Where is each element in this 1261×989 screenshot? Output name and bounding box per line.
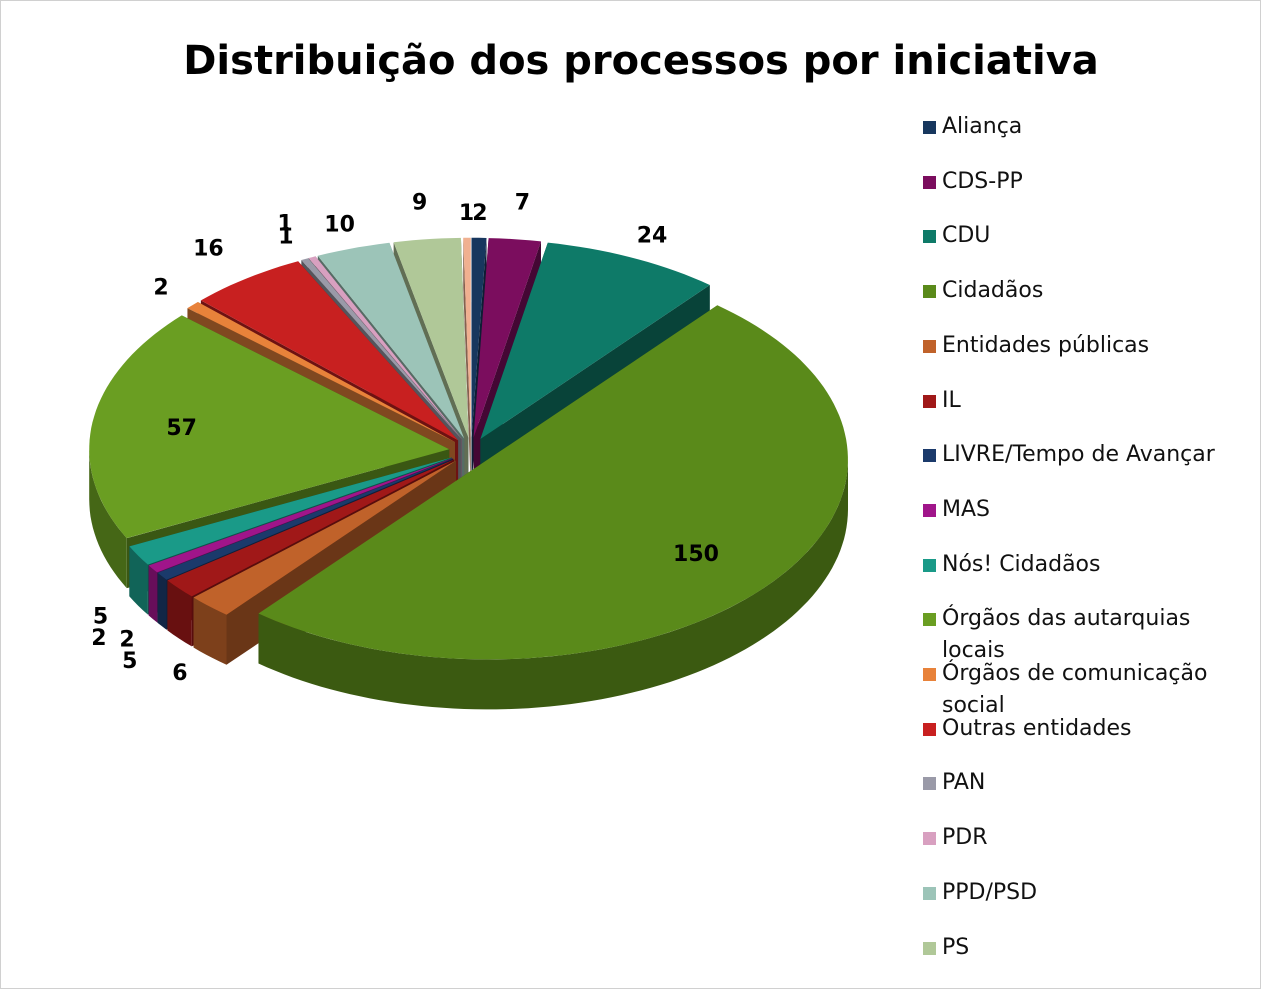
- slice: [473, 238, 541, 438]
- slice-side: [129, 546, 148, 615]
- slice-side: [148, 565, 158, 623]
- legend-swatch: [923, 832, 936, 846]
- legend-label: CDS-PP: [942, 168, 1023, 194]
- data-label: 9: [412, 190, 427, 215]
- slice: [308, 256, 462, 439]
- slice-tops: [89, 237, 848, 660]
- legend-label: Órgãos de comunicação social: [942, 661, 1208, 718]
- legend-label: Aliança: [942, 114, 1023, 139]
- slice: [200, 261, 459, 441]
- data-label: 150: [673, 542, 719, 567]
- slice: [187, 302, 455, 442]
- legend-swatch: [923, 722, 936, 736]
- legend-swatch: [923, 613, 936, 627]
- data-label: 6: [172, 661, 187, 686]
- legend-item: LIVRE/Tempo de Avançar: [923, 439, 1223, 471]
- data-label: 57: [166, 416, 197, 441]
- legend-item: Aliança: [923, 111, 1223, 143]
- slice-side: [157, 572, 167, 630]
- legend-item: CDU: [923, 220, 1223, 252]
- slice: [157, 458, 454, 580]
- legend-swatch: [923, 668, 936, 681]
- legend-swatch: [923, 503, 936, 517]
- legend-item: CDS-PP: [923, 166, 1223, 198]
- legend-label: PAN: [942, 770, 986, 796]
- data-label: 7: [515, 190, 530, 215]
- data-label: 1: [278, 224, 293, 249]
- legend-label: Entidades públicas: [942, 332, 1150, 358]
- legend-item: MAS: [923, 494, 1223, 526]
- slice: [393, 237, 469, 438]
- data-label: 10: [324, 212, 355, 237]
- legend-swatch: [923, 175, 936, 189]
- slice: [258, 305, 848, 660]
- legend-label: MAS: [942, 496, 990, 522]
- legend-swatch: [923, 777, 936, 791]
- legend-label: Nós! Cidadãos: [942, 551, 1101, 577]
- legend-swatch: [923, 941, 936, 955]
- data-label: 2: [91, 626, 106, 651]
- slice: [301, 258, 462, 440]
- legend-item: PDR: [923, 822, 1223, 854]
- slice: [167, 459, 455, 597]
- legend-label: Outras entidades: [942, 715, 1132, 741]
- slice: [193, 460, 456, 615]
- slice: [317, 242, 465, 439]
- legend-item: IL: [923, 385, 1223, 417]
- data-label: 2: [119, 627, 134, 652]
- legend-item: Entidades públicas: [923, 330, 1223, 362]
- legend-swatch: [923, 886, 936, 900]
- legend-item: Nós! Cidadãos: [923, 549, 1223, 581]
- legend-item: Cidadãos: [923, 275, 1223, 307]
- slice: [148, 458, 453, 573]
- legend-label: PDR: [942, 825, 988, 851]
- legend-label: LIVRE/Tempo de Avançar: [942, 442, 1215, 468]
- data-label: 1: [277, 211, 292, 236]
- legend-swatch: [923, 121, 936, 134]
- legend-item: PAN: [923, 767, 1223, 799]
- slice: [480, 242, 710, 440]
- slice: [89, 315, 450, 539]
- chart-title: Distribuição dos processos por iniciativ…: [183, 38, 1099, 84]
- slice-side: [463, 237, 471, 488]
- data-label: 24: [637, 223, 668, 248]
- legend-label: Órgãos das autarquias locais: [942, 606, 1191, 664]
- slice: [471, 237, 487, 438]
- legend-item: Órgãos das autarquias locais: [923, 603, 1223, 667]
- legend-swatch: [923, 394, 936, 408]
- legend-label: PPD/PSD: [942, 879, 1038, 905]
- slice-side: [167, 580, 192, 647]
- slice-side: [193, 597, 227, 665]
- legend-item: Órgãos de comunicação social: [923, 658, 1223, 722]
- legend-swatch: [923, 230, 936, 244]
- data-label: 5: [122, 649, 137, 674]
- legend-swatch: [923, 339, 936, 353]
- data-label: 1: [459, 201, 474, 226]
- slice: [129, 457, 452, 565]
- data-label: 2: [153, 276, 168, 301]
- legend-label: PS: [942, 934, 970, 960]
- legend-label: Cidadãos: [942, 278, 1044, 304]
- legend-swatch: [923, 558, 936, 572]
- legend-swatch: [923, 449, 936, 463]
- slice-side: [89, 449, 127, 589]
- data-label: 16: [193, 236, 224, 261]
- legend-swatch: [923, 285, 936, 299]
- legend-item: PPD/PSD: [923, 877, 1223, 909]
- slice-side: [258, 459, 848, 710]
- legend-item: Outras entidades: [923, 713, 1223, 745]
- legend-label: CDU: [942, 223, 991, 249]
- legend-item: PS: [923, 932, 1223, 964]
- data-label: 5: [93, 604, 108, 629]
- slice: [463, 237, 471, 438]
- legend-label: IL: [942, 387, 961, 413]
- data-label: 2: [472, 201, 487, 226]
